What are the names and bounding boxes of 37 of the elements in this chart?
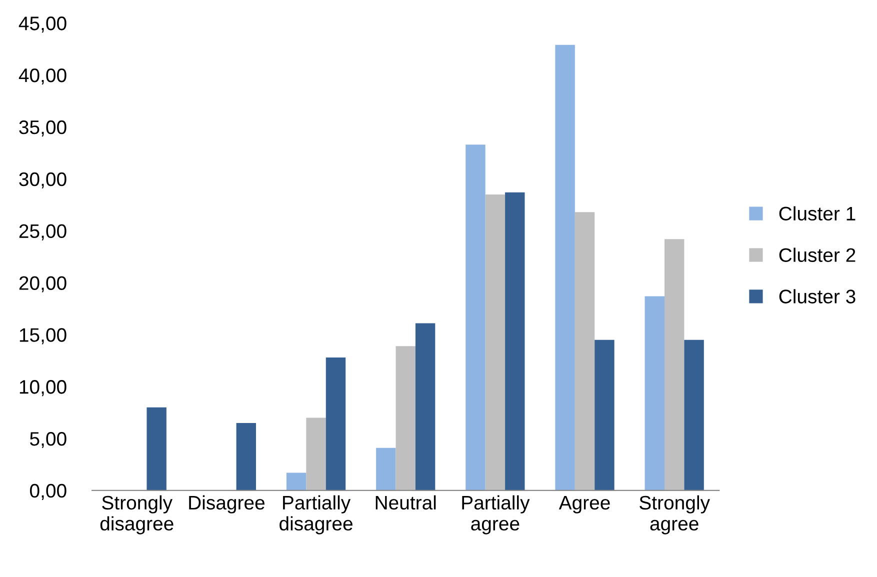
bar (664, 239, 684, 490)
bar (306, 418, 326, 490)
bar (555, 44, 575, 490)
bar (505, 192, 525, 490)
x-tick-label: Agree (558, 496, 610, 514)
x-tick-label: Neutral (376, 495, 436, 510)
y-tick-label: 20,00 (19, 276, 66, 292)
bar (574, 212, 595, 490)
bar (326, 358, 346, 490)
x-tick-label: Partially agree (462, 495, 530, 534)
bar (466, 144, 486, 490)
legend-label: Cluster 1 (779, 206, 856, 221)
legend-label: Cluster 2 (779, 248, 856, 262)
y-tick-label: 45,00 (18, 16, 66, 33)
y-tick-label: 35,00 (19, 120, 66, 136)
bar (485, 194, 506, 490)
bar (594, 340, 614, 490)
bar (684, 340, 704, 490)
bar (376, 448, 396, 490)
bar (146, 407, 166, 490)
y-tick-label: 25,00 (19, 224, 66, 240)
y-tick-label: 10,00 (20, 380, 66, 396)
y-tick-label: 30,00 (19, 172, 66, 188)
y-tick-label: 0,00 (30, 484, 66, 500)
x-tick-label: Strongly disagree (100, 495, 174, 534)
x-tick-label: Partially disagree (280, 495, 352, 534)
bar (644, 296, 664, 490)
bar (286, 472, 306, 490)
x-tick-label: Disagree (189, 495, 264, 514)
bar (236, 422, 256, 490)
bar (396, 346, 416, 490)
y-tick-label: 15,00 (20, 328, 66, 344)
x-tick-label: Strongly agree (640, 495, 710, 534)
y-tick-label: 40,00 (18, 68, 66, 85)
legend-label: Cluster 3 (779, 289, 856, 304)
y-tick-label: 5,00 (30, 432, 66, 448)
bar (415, 323, 436, 490)
